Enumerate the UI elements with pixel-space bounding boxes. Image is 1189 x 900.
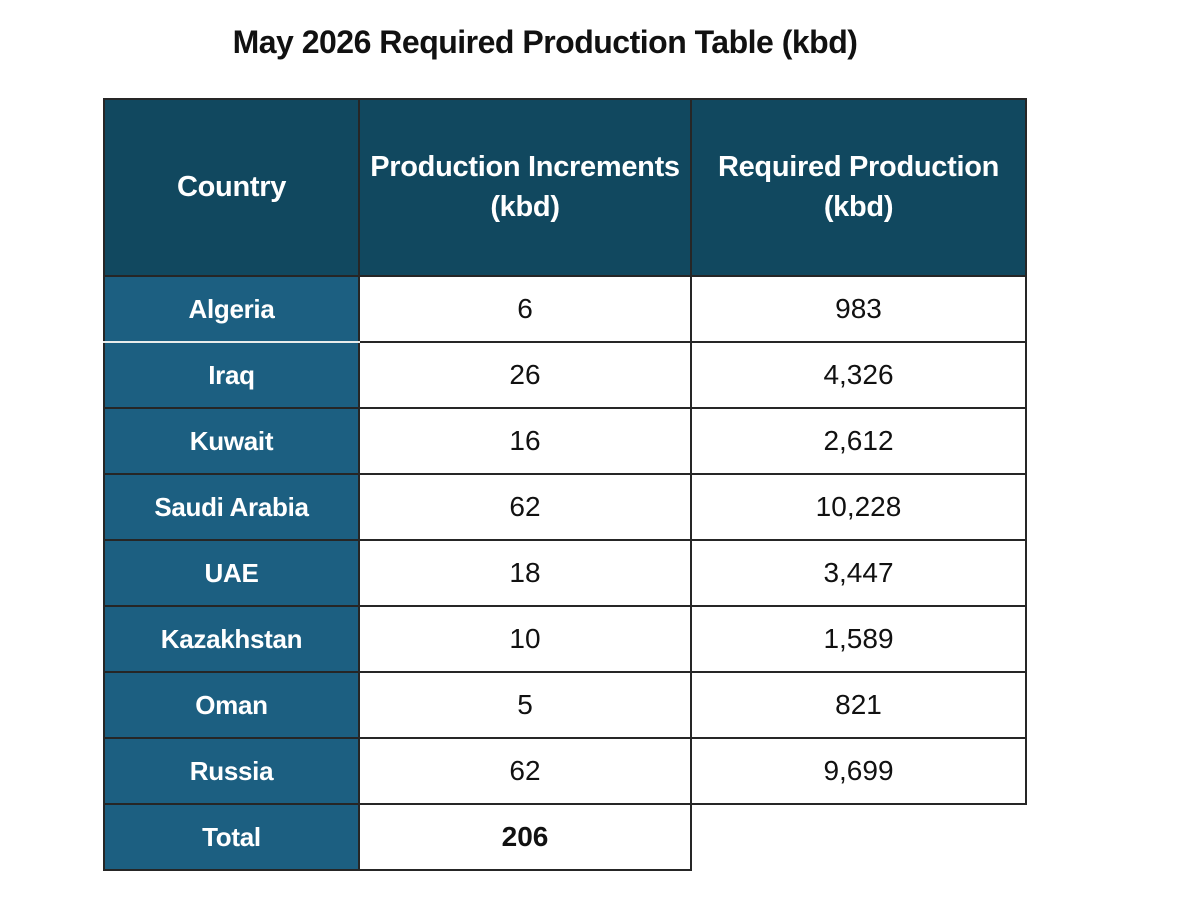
required-cell: 4,326	[690, 341, 1027, 409]
increments-cell: 62	[358, 473, 692, 541]
total-increments-cell: 206	[358, 803, 692, 871]
table-row-iraq: Iraq 26 4,326	[103, 341, 1027, 409]
country-cell: Kazakhstan	[103, 605, 360, 673]
table-row-russia: Russia 62 9,699	[103, 737, 1027, 805]
increments-cell: 10	[358, 605, 692, 673]
increments-cell: 18	[358, 539, 692, 607]
table-row-total: Total 206	[103, 803, 1026, 871]
empty-cell	[691, 804, 1026, 870]
increments-cell: 62	[358, 737, 692, 805]
required-cell: 821	[690, 671, 1027, 739]
required-cell: 10,228	[690, 473, 1027, 541]
country-cell: Algeria	[103, 275, 360, 343]
table-row-saudi-arabia: Saudi Arabia 62 10,228	[103, 473, 1027, 541]
table-row-uae: UAE 18 3,447	[103, 539, 1027, 607]
header-country: Country	[103, 98, 360, 277]
country-cell: Saudi Arabia	[103, 473, 360, 541]
country-cell: Oman	[103, 671, 360, 739]
country-cell: Russia	[103, 737, 360, 805]
country-cell: UAE	[103, 539, 360, 607]
required-cell: 983	[690, 275, 1027, 343]
required-cell: 9,699	[690, 737, 1027, 805]
required-cell: 1,589	[690, 605, 1027, 673]
table-row-kazakhstan: Kazakhstan 10 1,589	[103, 605, 1027, 673]
table-row-oman: Oman 5 821	[103, 671, 1027, 739]
page-title: May 2026 Required Production Table (kbd)	[232, 24, 858, 60]
header-required-production: Required Production (kbd)	[690, 98, 1027, 277]
increments-cell: 6	[358, 275, 692, 343]
increments-cell: 16	[358, 407, 692, 475]
table-row-kuwait: Kuwait 16 2,612	[103, 407, 1027, 475]
increments-cell: 5	[358, 671, 692, 739]
required-cell: 2,612	[690, 407, 1027, 475]
table-row-algeria: Algeria 6 983	[103, 275, 1027, 343]
required-production-table: Country Production Increments (kbd) Requ…	[103, 98, 1027, 871]
increments-cell: 26	[358, 341, 692, 409]
total-label-cell: Total	[103, 803, 360, 871]
table-header-row: Country Production Increments (kbd) Requ…	[103, 98, 1027, 277]
required-cell: 3,447	[690, 539, 1027, 607]
header-production-increments: Production Increments (kbd)	[358, 98, 692, 277]
country-cell: Iraq	[103, 341, 360, 409]
country-cell: Kuwait	[103, 407, 360, 475]
